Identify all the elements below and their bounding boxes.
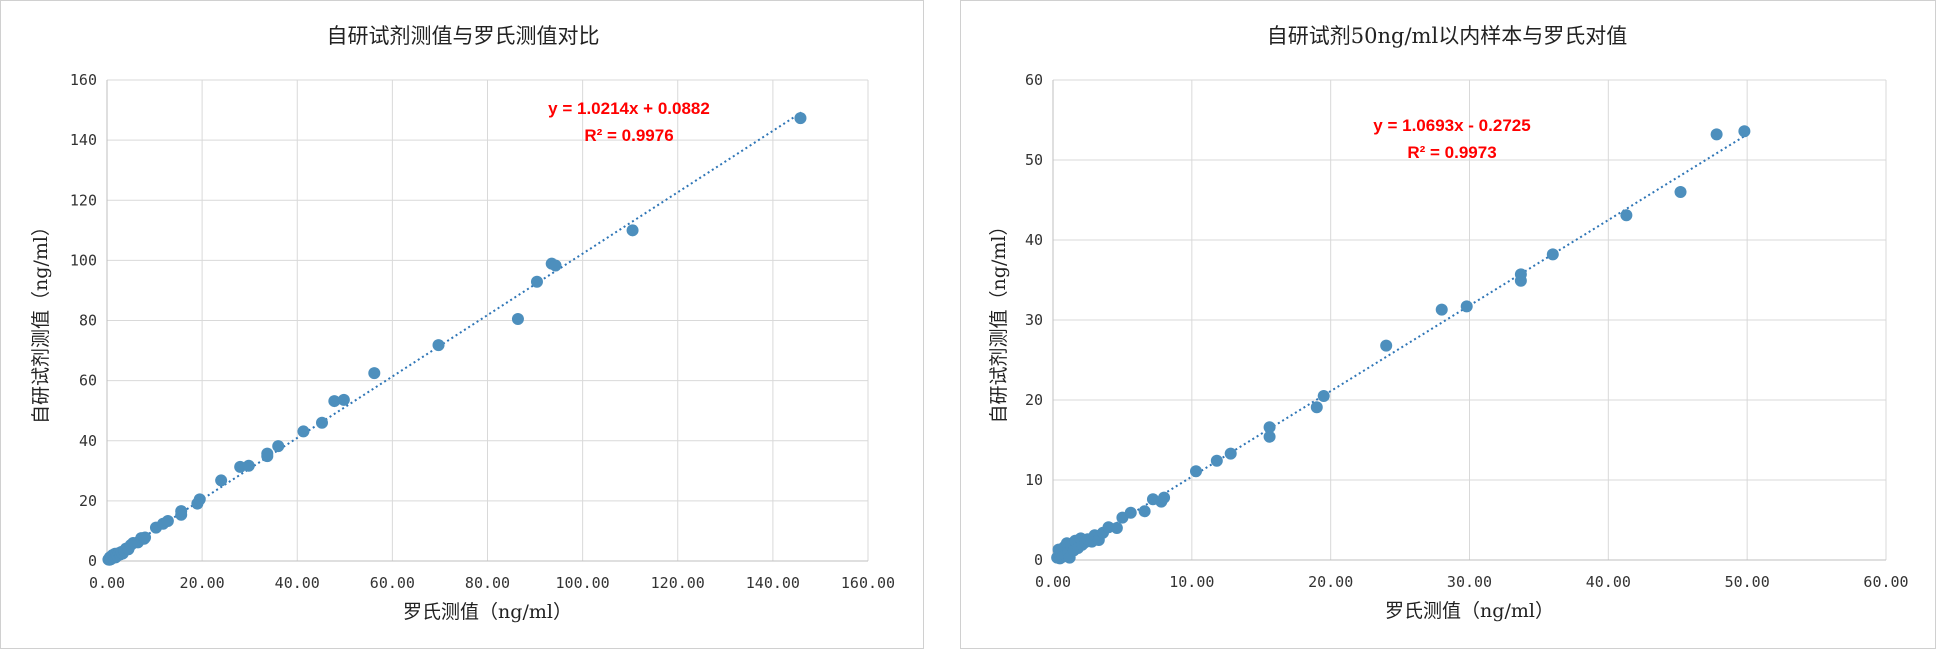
data-point <box>1263 421 1276 434</box>
chart-title: 自研试剂50ng/ml以内样本与罗氏对值 <box>1267 24 1627 48</box>
data-point <box>242 459 255 472</box>
x-tick-label: 10.00 <box>1169 573 1214 591</box>
x-tick-label: 20.00 <box>1308 573 1353 591</box>
data-point <box>1263 430 1276 443</box>
data-point <box>1158 491 1171 504</box>
trendline <box>1056 133 1748 561</box>
data-point <box>297 425 310 438</box>
x-tick-label: 0.00 <box>89 574 125 592</box>
x-axis-title: 罗氏测值（ng/ml） <box>403 601 572 623</box>
x-tick-label: 40.00 <box>1586 573 1631 591</box>
y-axis-title: 自研试剂测值（ng/ml） <box>30 217 52 424</box>
x-tick-label: 60.00 <box>370 574 415 592</box>
data-point <box>328 395 341 408</box>
scatter-chart-right: 0 10 20 30 40 50 60 0.00 10.00 20.00 30.00 40.00 50.… <box>988 24 1909 622</box>
y-tick-label: 40 <box>1025 231 1043 249</box>
data-point <box>161 515 174 528</box>
data-point <box>193 493 206 506</box>
r-squared-label: R² = 0.9973 <box>1407 143 1496 162</box>
data-point <box>1189 465 1202 478</box>
y-tick-label: 20 <box>79 492 97 510</box>
data-point <box>1738 125 1751 138</box>
x-tick-label: 30.00 <box>1447 573 1492 591</box>
x-tick-label: 0.00 <box>1035 573 1071 591</box>
data-point <box>511 312 524 325</box>
data-point <box>549 259 562 272</box>
x-tick-label: 100.00 <box>556 574 610 592</box>
y-tick-label: 100 <box>70 251 97 269</box>
y-tick-label: 120 <box>70 191 97 209</box>
x-tick-label: 40.00 <box>275 574 320 592</box>
y-tick-label: 140 <box>70 131 97 149</box>
x-axis-title: 罗氏测值（ng/ml） <box>1385 600 1554 622</box>
data-point <box>337 393 350 406</box>
data-point <box>1514 268 1527 281</box>
data-point <box>1380 339 1393 352</box>
x-tick-label: 20.00 <box>180 574 225 592</box>
y-tick-label: 0 <box>1034 551 1043 569</box>
r-squared-label: R² = 0.9976 <box>584 126 673 145</box>
trendline <box>106 111 802 562</box>
y-tick-label: 30 <box>1025 311 1043 329</box>
data-point <box>1310 401 1323 414</box>
x-tick-label: 140.00 <box>746 574 800 592</box>
scatter-chart-left: 0 20 40 60 80 100 120 140 160 0.00 20.00 40.00 60.00… <box>30 24 895 623</box>
data-point <box>1620 209 1633 222</box>
chart-panel-right: 0 10 20 30 40 50 60 0.00 10.00 20.00 30.00 40.00 50.… <box>960 0 1936 649</box>
data-point <box>1460 300 1473 313</box>
data-point <box>1224 447 1237 460</box>
y-tick-label: 60 <box>79 372 97 390</box>
chart-panel-left: 0 20 40 60 80 100 120 140 160 0.00 20.00 40.00 60.00… <box>0 0 924 649</box>
data-point <box>1674 186 1687 198</box>
data-point <box>1124 506 1137 519</box>
x-tick-label: 160.00 <box>841 574 895 592</box>
y-tick-label: 160 <box>70 71 97 89</box>
data-point <box>794 112 807 125</box>
data-point <box>1317 390 1330 402</box>
trendline-equation: y = 1.0693x - 0.2725 <box>1373 116 1530 135</box>
data-point <box>1138 505 1151 518</box>
data-point <box>368 367 381 380</box>
data-point <box>175 505 188 518</box>
data-point <box>272 440 285 453</box>
trendline-equation: y = 1.0214x + 0.0882 <box>548 99 710 118</box>
data-point <box>315 416 328 429</box>
y-tick-label: 60 <box>1025 71 1043 89</box>
chart-title: 自研试剂测值与罗氏测值对比 <box>327 24 600 48</box>
data-point <box>261 447 274 460</box>
y-tick-label: 0 <box>88 552 97 570</box>
x-tick-label: 50.00 <box>1725 573 1770 591</box>
x-tick-label: 80.00 <box>465 574 510 592</box>
data-point <box>1110 522 1123 534</box>
data-point <box>530 275 543 288</box>
x-tick-label: 120.00 <box>651 574 705 592</box>
data-point <box>1546 248 1559 261</box>
y-tick-label: 10 <box>1025 471 1043 489</box>
x-tick-label: 60.00 <box>1863 573 1908 591</box>
data-point <box>1210 454 1223 467</box>
y-tick-label: 20 <box>1025 391 1043 409</box>
data-point <box>139 531 152 544</box>
y-tick-label: 40 <box>79 432 97 450</box>
y-tick-label: 80 <box>79 312 97 330</box>
y-tick-label: 50 <box>1025 151 1043 169</box>
y-axis-title: 自研试剂测值（ng/ml） <box>988 217 1010 424</box>
data-point <box>1710 128 1723 141</box>
data-point <box>1435 303 1448 316</box>
data-point <box>215 474 228 487</box>
data-point <box>432 339 445 352</box>
data-point <box>626 224 639 237</box>
